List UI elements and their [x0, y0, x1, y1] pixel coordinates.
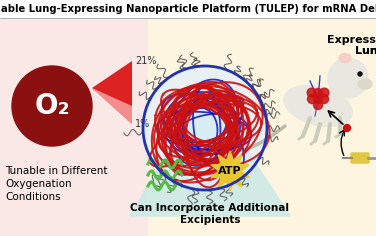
- Ellipse shape: [358, 79, 372, 89]
- Text: Expresses: Expresses: [326, 35, 376, 45]
- Text: Excipients: Excipients: [180, 215, 240, 225]
- Text: Tunable in Different: Tunable in Different: [5, 166, 108, 176]
- Circle shape: [307, 88, 316, 97]
- Text: Oxygenation: Oxygenation: [5, 179, 71, 189]
- Circle shape: [320, 88, 329, 97]
- Circle shape: [314, 94, 323, 104]
- Text: able Lung-Expressing Nanoparticle Platform (TULEP) for mRNA Deliv: able Lung-Expressing Nanoparticle Platfo…: [1, 4, 376, 14]
- Text: Lungs: Lungs: [355, 46, 376, 56]
- Bar: [0, 0, 376, 18]
- Text: 21%: 21%: [135, 56, 156, 66]
- Circle shape: [358, 72, 362, 76]
- Circle shape: [320, 94, 329, 104]
- Text: Conditions: Conditions: [5, 192, 61, 202]
- Ellipse shape: [339, 54, 351, 63]
- Text: Lungs: Lungs: [355, 46, 376, 56]
- Text: 1%: 1%: [135, 119, 150, 129]
- Polygon shape: [130, 86, 290, 216]
- Bar: [148, 18, 376, 236]
- Circle shape: [328, 58, 368, 98]
- FancyBboxPatch shape: [351, 153, 369, 163]
- Text: Can Incorporate Additional: Can Incorporate Additional: [130, 203, 290, 213]
- Circle shape: [143, 66, 267, 190]
- Text: O₂: O₂: [34, 92, 70, 120]
- Circle shape: [344, 125, 350, 131]
- Circle shape: [308, 94, 317, 104]
- Circle shape: [314, 101, 323, 110]
- Bar: [352, 154, 368, 162]
- Circle shape: [12, 66, 92, 146]
- Polygon shape: [92, 88, 132, 124]
- Circle shape: [314, 88, 323, 97]
- Polygon shape: [211, 151, 249, 191]
- Ellipse shape: [284, 85, 352, 126]
- Bar: [0, 18, 148, 236]
- Polygon shape: [92, 61, 132, 124]
- Text: ATP: ATP: [218, 166, 242, 176]
